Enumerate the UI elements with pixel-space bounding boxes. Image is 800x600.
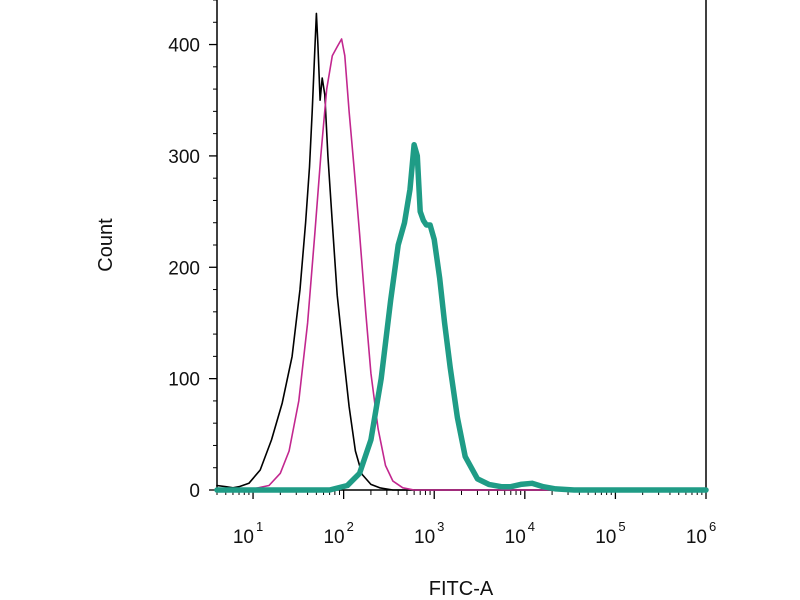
y-tick-label: 200 <box>168 258 200 279</box>
x-tick-label-exponent: 1 <box>256 519 263 534</box>
series-line-3 <box>214 142 709 493</box>
x-tick-label-base: 10 <box>323 527 344 548</box>
y-tick-label: 300 <box>168 147 200 168</box>
x-tick-label-exponent: 3 <box>437 519 444 534</box>
y-axis-title: Count <box>95 218 117 272</box>
x-tick-label-base: 10 <box>505 527 526 548</box>
x-tick-label-base: 10 <box>414 527 435 548</box>
x-tick-label-exponent: 4 <box>528 519 535 534</box>
x-tick-label: 104 <box>505 519 535 548</box>
x-tick-label: 105 <box>595 519 625 548</box>
x-tick-label: 101 <box>233 519 263 548</box>
x-axis-title: FITC-A <box>429 578 494 600</box>
x-tick-label-exponent: 5 <box>618 519 625 534</box>
y-axis: 0 100 200 300 400 <box>168 0 217 502</box>
x-tick-label-base: 10 <box>686 527 707 548</box>
y-tick-label: 400 <box>168 36 200 57</box>
series-line-2 <box>216 38 707 491</box>
y-tick-label: 0 <box>189 481 200 502</box>
x-tick-label-exponent: 2 <box>347 519 354 534</box>
x-tick-label-base: 10 <box>233 527 254 548</box>
x-tick-label: 103 <box>414 519 444 548</box>
plot-frame <box>216 0 707 491</box>
x-tick-label-exponent: 6 <box>709 519 716 534</box>
x-tick-label: 102 <box>323 519 353 548</box>
series-line-1 <box>216 12 707 491</box>
series-layer <box>214 12 709 493</box>
y-tick-label: 100 <box>168 370 200 391</box>
x-tick-label: 106 <box>686 519 716 548</box>
x-tick-label-base: 10 <box>595 527 616 548</box>
